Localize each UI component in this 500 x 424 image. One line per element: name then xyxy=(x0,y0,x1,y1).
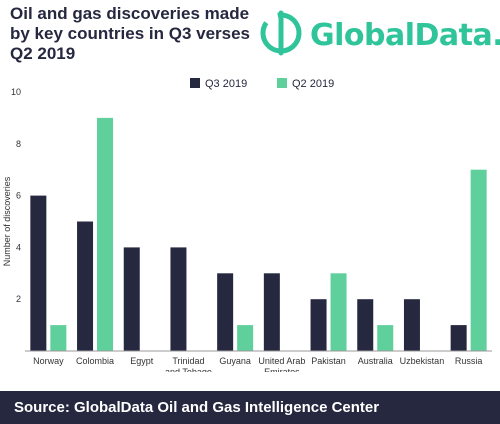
y-tick-label: 10 xyxy=(11,87,21,97)
chart-title: Oil and gas discoveries made by key coun… xyxy=(10,4,251,63)
x-tick-label: Pakistan xyxy=(311,356,346,366)
globaldata-logo: GlobalData. xyxy=(258,8,500,58)
x-tick-label: Egypt xyxy=(130,356,154,366)
chart-legend: Q3 2019 Q2 2019 xyxy=(190,78,334,90)
bar-q3-3 xyxy=(170,247,187,351)
x-tick-label: Russia xyxy=(455,356,483,366)
globaldata-logo-icon xyxy=(260,10,302,56)
y-tick-label: 6 xyxy=(16,191,21,201)
legend-swatch xyxy=(277,78,287,88)
bar-q3-0 xyxy=(30,195,47,351)
logo-text: GlobalData. xyxy=(310,18,500,53)
bar-q2-4 xyxy=(237,325,254,351)
bar-q3-2 xyxy=(123,247,140,351)
source-bar: Source: GlobalData Oil and Gas Intellige… xyxy=(0,391,500,424)
x-tick-label: Colombia xyxy=(76,356,114,366)
x-tick-label: Trinidad and Tobago xyxy=(165,356,212,372)
y-axis-label: Number of discoveries xyxy=(2,176,12,266)
x-tick-label: Australia xyxy=(358,356,393,366)
x-tick-label: Uzbekistan xyxy=(400,356,445,366)
bar-q3-4 xyxy=(217,273,234,351)
bar-chart: Q3 2019 Q2 2019 Number of discoveries 2 4 6 8… xyxy=(2,78,492,372)
plot-area xyxy=(30,117,487,352)
bar-q2-6 xyxy=(330,273,347,351)
bar-q3-6 xyxy=(310,299,327,351)
source-text: Source: GlobalData Oil and Gas Intellige… xyxy=(14,399,380,416)
bar-q3-8 xyxy=(403,299,420,351)
x-tick-label: Guyana xyxy=(219,356,251,366)
bar-q3-1 xyxy=(77,221,94,351)
bar-q2-7 xyxy=(377,325,394,351)
bar-q3-7 xyxy=(357,299,374,351)
bar-q2-0 xyxy=(50,325,67,351)
y-tick-label: 8 xyxy=(16,139,21,149)
y-axis: Number of discoveries 2 4 6 8 10 xyxy=(2,87,21,304)
legend-label: Q2 2019 xyxy=(292,78,334,90)
legend-swatch xyxy=(190,78,200,88)
legend-label: Q3 2019 xyxy=(205,78,247,90)
x-axis: Norway Colombia Egypt Trinidad and Tobago Guy… xyxy=(25,350,492,372)
x-tick-label: Norway xyxy=(33,356,64,366)
x-tick-label: United Arab Emirates xyxy=(258,356,305,372)
bar-q3-5 xyxy=(263,273,280,351)
bar-q3-9 xyxy=(450,325,467,351)
y-tick-label: 4 xyxy=(16,242,21,252)
bar-q2-9 xyxy=(470,169,487,351)
bar-q2-1 xyxy=(97,117,114,352)
y-tick-label: 2 xyxy=(16,294,21,304)
